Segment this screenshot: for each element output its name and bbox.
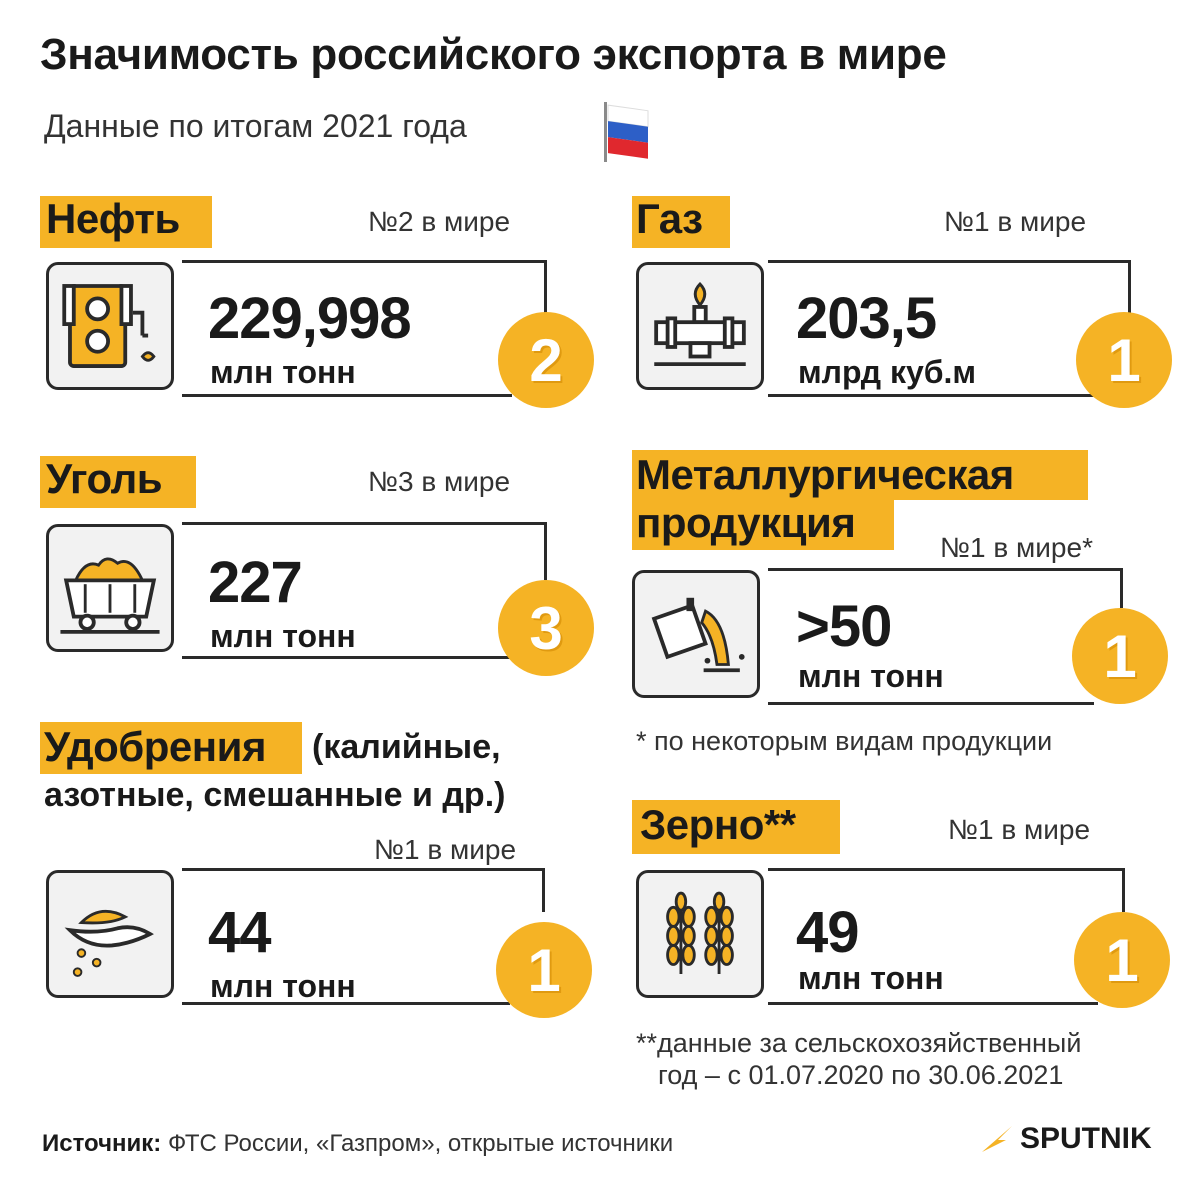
page-title: Значимость российского экспорта в мире [40,30,947,79]
gas-rank-text: №1 в мире [944,206,1087,237]
oil-label-bar [40,196,212,248]
grain-category: Зерно** [640,801,796,848]
grain-rank-badge: 1 [1074,912,1170,1008]
fertilizer-category-suffix-1: (калийные, [312,728,501,766]
grain-connector-bottom [768,1002,1098,1005]
grain-label-bar [632,800,840,854]
gas-rank-badge: 1 [1076,312,1172,408]
source-line: Источник: ФТС России, «Газпром», открыты… [42,1130,673,1158]
oil-rank-badge: 2 [498,312,594,408]
fertilizer-unit: млн тонн [210,968,356,1004]
coal-category: Уголь [46,455,163,502]
page-subtitle: Данные по итогам 2021 года [44,108,467,144]
source-label: Источник: [42,1130,162,1157]
metal-label-bar-2 [632,500,894,550]
sputnik-logo: SPUTNIK [980,1122,1152,1156]
gas-category: Газ [636,195,703,242]
gas-connector-v [1128,260,1131,316]
oil-connector-h [182,260,546,263]
gas-unit: млрд куб.м [798,354,977,390]
coal-cart-icon [46,524,174,652]
sputnik-logo-icon [982,1126,1012,1152]
gas-connector-bottom [768,394,1102,397]
oil-unit: млн тонн [210,354,356,390]
metal-unit: млн тонн [798,658,944,694]
metal-category-line2: продукция [636,499,856,546]
grain-connector-v [1122,868,1125,912]
coal-connector-h [182,522,546,525]
fertilizer-category: Удобрения [44,723,266,770]
gas-value: 203,5 [796,286,937,351]
oil-pump-icon [46,262,174,390]
oil-rank-text: №2 в мире [368,206,511,237]
coal-connector-bottom [182,656,512,659]
metal-category-line1: Металлургическая [636,451,1014,498]
gas-label-bar [632,196,730,248]
russia-flag-icon [600,100,654,164]
fertilizer-label-bar [40,722,302,774]
source-text: ФТС России, «Газпром», открытые источник… [167,1130,674,1157]
grain-footnote-line2: год – с 01.07.2020 по 30.06.2021 [658,1060,1064,1090]
fertilizer-hand-icon [46,870,174,998]
fertilizer-connector-bottom [182,1002,510,1005]
fertilizer-rank-text: №1 в мире [374,834,517,865]
metal-pour-icon [632,570,760,698]
oil-value: 229,998 [208,286,412,351]
metal-rank-badge: 1 [1072,608,1168,704]
metal-connector-bottom [768,702,1094,705]
fertilizer-rank-badge: 1 [496,922,592,1018]
grain-footnote-line1: **данные за сельскохозяйственный [636,1028,1082,1058]
metal-value: >50 [796,594,892,659]
wheat-icon [636,870,764,998]
coal-rank-text: №3 в мире [368,466,511,497]
fertilizer-connector-h [182,868,544,871]
coal-unit: млн тонн [210,618,356,654]
fertilizer-connector-v [542,868,545,912]
oil-connector-bottom [182,394,512,397]
sputnik-logo-text: SPUTNIK [1020,1122,1152,1155]
coal-rank-badge: 3 [498,580,594,676]
gas-connector-h [768,260,1130,263]
metal-label-bar-1 [632,450,1088,500]
metal-rank-text: №1 в мире* [940,532,1093,563]
fertilizer-value: 44 [208,900,272,965]
metal-connector-h [768,568,1122,571]
coal-label-bar [40,456,196,508]
gas-pipeline-icon [636,262,764,390]
coal-connector-v [544,522,547,580]
fertilizer-category-suffix-2: азотные, смешанные и др.) [44,776,506,814]
grain-rank-text: №1 в мире [948,814,1091,845]
oil-connector-v [544,260,547,316]
coal-value: 227 [208,550,303,615]
grain-unit: млн тонн [798,960,944,996]
grain-connector-h [768,868,1124,871]
grain-value: 49 [796,900,860,965]
oil-category: Нефть [46,195,180,242]
metal-footnote: * по некоторым видам продукции [636,726,1053,756]
metal-connector-v [1120,568,1123,608]
